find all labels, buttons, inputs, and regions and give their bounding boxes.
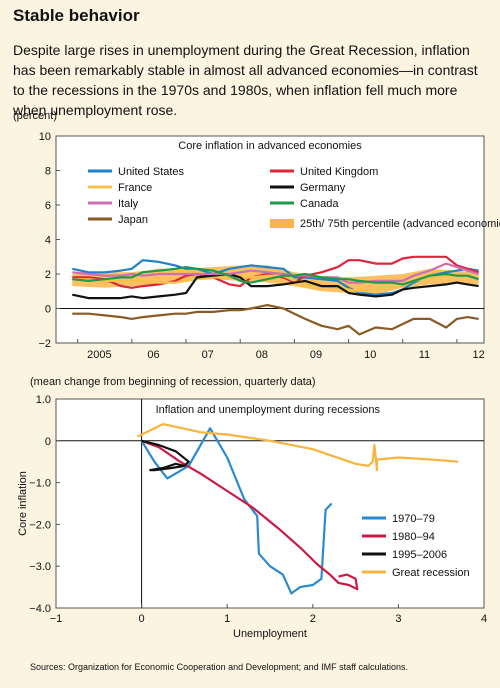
series-line-japan bbox=[72, 304, 479, 336]
bottom-chart-title: Inflation and unemployment during recess… bbox=[156, 404, 381, 416]
series-line-canada bbox=[72, 266, 479, 286]
legend-swatch-band bbox=[270, 219, 294, 228]
top-x-tick-label: 2005 bbox=[87, 349, 111, 361]
top-x-tick-label: 12 bbox=[472, 349, 484, 361]
bottom-x-tick-label: 2 bbox=[310, 613, 316, 625]
top-x-tick-label: 07 bbox=[202, 349, 214, 361]
bottom-y-tick-label: −4.0 bbox=[29, 603, 51, 615]
recession-line-1995-2006 bbox=[141, 439, 190, 472]
bottom-x-tick-label: 4 bbox=[481, 613, 487, 625]
legend-label: 1970–79 bbox=[392, 513, 435, 525]
bottom-y-axis-label: Core inflation bbox=[17, 471, 29, 536]
top-x-tick-label: 10 bbox=[364, 349, 376, 361]
bottom-x-tick-label: −1 bbox=[50, 613, 63, 625]
top-y-tick-label: 0 bbox=[45, 304, 51, 316]
recession-line-1980-94 bbox=[141, 439, 359, 591]
recession-line-great-recession bbox=[136, 423, 459, 472]
top-chart-unit: (percent) bbox=[13, 110, 58, 122]
series-line-italy bbox=[72, 262, 479, 284]
bottom-chart-unit: (mean change from beginning of recession… bbox=[30, 376, 316, 388]
legend-label: United States bbox=[118, 166, 185, 178]
bottom-y-tick-label: 1.0 bbox=[36, 394, 51, 406]
legend-label: Italy bbox=[118, 198, 139, 210]
bottom-x-tick-label: 0 bbox=[139, 613, 145, 625]
top-chart-title: Core inflation in advanced economies bbox=[178, 140, 362, 152]
figure-title: Stable behavior bbox=[13, 6, 140, 25]
series-line-united-states bbox=[72, 259, 479, 296]
top-x-tick-label: 08 bbox=[256, 349, 268, 361]
bottom-y-tick-label: −1.0 bbox=[29, 478, 51, 490]
top-x-tick-label: 09 bbox=[310, 349, 322, 361]
top-y-tick-label: 4 bbox=[45, 235, 51, 247]
legend-label: 1980–94 bbox=[392, 531, 435, 543]
bottom-y-tick-label: 0 bbox=[45, 436, 51, 448]
legend-label: United Kingdom bbox=[300, 166, 378, 178]
recession-line-1970-79 bbox=[140, 427, 333, 595]
bottom-x-tick-label: 1 bbox=[224, 613, 230, 625]
top-x-tick-label: 11 bbox=[419, 349, 430, 361]
legend-label: Germany bbox=[300, 182, 346, 194]
bottom-x-tick-label: 3 bbox=[395, 613, 401, 625]
legend-label: Canada bbox=[300, 198, 339, 210]
bottom-plot-area bbox=[55, 398, 485, 609]
bottom-x-axis-label: Unemployment bbox=[233, 628, 307, 640]
figure-subtitle: Despite large rises in unemployment duri… bbox=[13, 42, 478, 118]
percentile-band bbox=[72, 265, 479, 295]
series-line-united-kingdom bbox=[72, 255, 479, 289]
legend-label: 1995–2006 bbox=[392, 549, 447, 561]
legend-label: France bbox=[118, 182, 152, 194]
series-line-germany bbox=[72, 272, 479, 300]
legend-label: Japan bbox=[118, 214, 148, 226]
source-note: Sources: Organization for Economic Coope… bbox=[30, 662, 409, 672]
top-y-tick-label: 8 bbox=[45, 166, 51, 178]
top-y-tick-label: −2 bbox=[38, 338, 51, 350]
bottom-y-tick-label: −2.0 bbox=[29, 519, 51, 531]
legend-label: Great recession bbox=[392, 567, 470, 579]
legend-label-band: 25th/ 75th percentile (advanced economie… bbox=[300, 218, 500, 230]
bottom-y-tick-label: −3.0 bbox=[29, 561, 51, 573]
top-y-tick-label: 2 bbox=[45, 269, 51, 281]
top-y-tick-label: 6 bbox=[45, 200, 51, 212]
top-x-tick-label: 06 bbox=[147, 349, 159, 361]
top-y-tick-label: 10 bbox=[39, 131, 51, 143]
